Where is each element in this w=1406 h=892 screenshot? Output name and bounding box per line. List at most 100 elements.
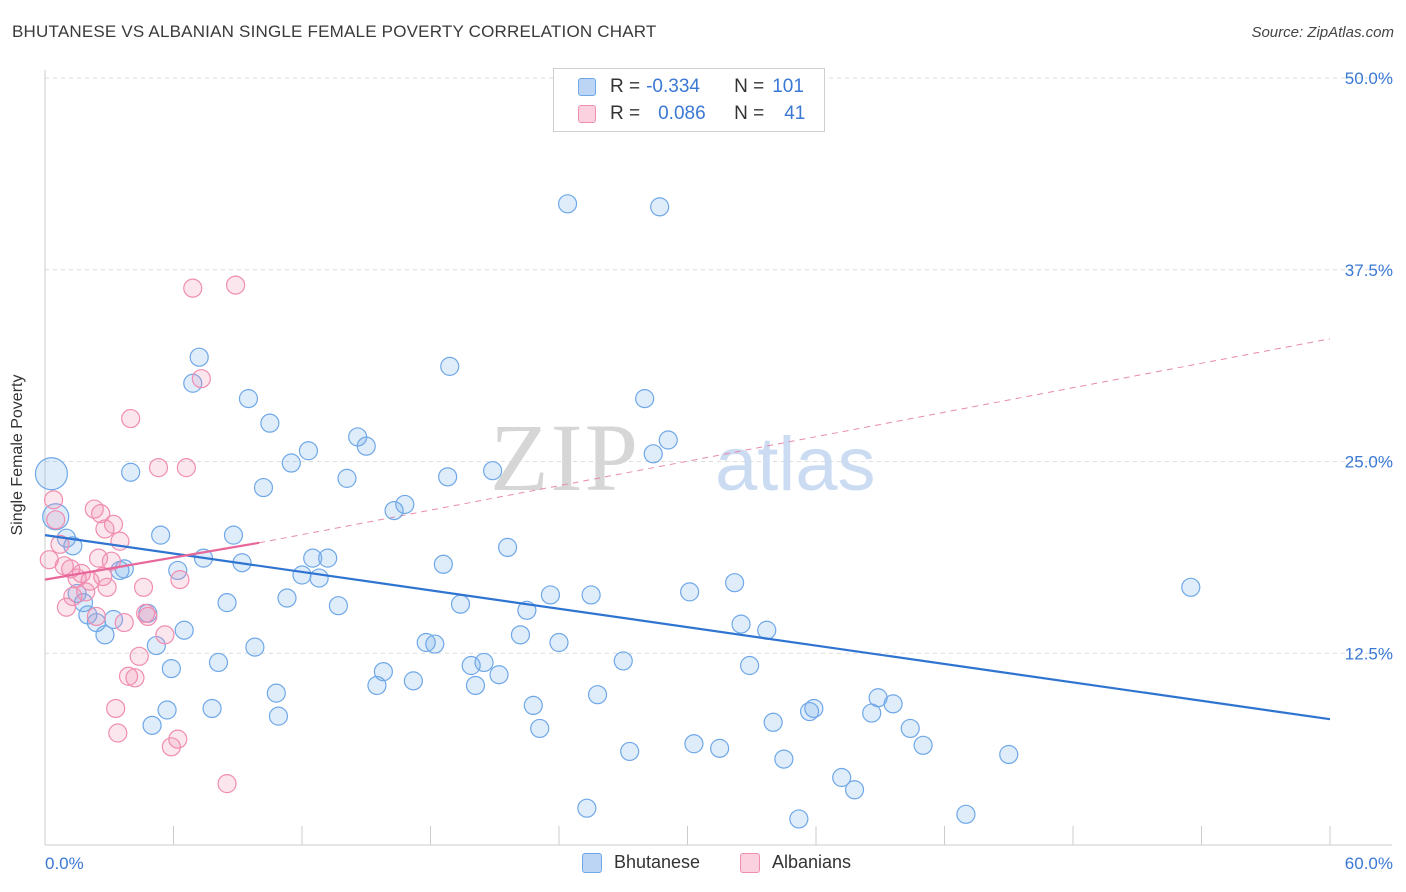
y-tick-label: 12.5% [1345,644,1393,663]
albanians-point [95,519,115,539]
bhutanese-point [189,347,209,367]
albanians-point [226,275,246,295]
bhutanese-point [202,698,222,719]
bhutanese-point [425,634,445,654]
bhutanese-point [277,588,297,608]
albanians-trend-extension [259,338,1331,544]
x-tick-label: 0.0% [45,854,84,873]
bhutanese-point [804,698,824,719]
bhutanese-point [549,632,569,653]
albanians-point [121,408,141,429]
albanians-point [50,534,70,554]
bhutanese-point [489,665,509,685]
bhutanese-point [684,734,704,754]
legend-swatch-albanians [578,105,596,123]
bhutanese-point [440,356,460,376]
albanians-point [168,729,188,749]
bhutanese-point [223,525,244,545]
bhutanese-point [238,389,259,409]
bhutanese-point [328,596,349,616]
bhutanese-point [658,430,678,450]
bhutanese-point [309,568,329,588]
bottom-legend-bhutanese: Bhutanese [582,852,700,873]
bhutanese-point [587,685,608,705]
bhutanese-point [266,683,286,703]
legend-r-key: R = [610,103,641,124]
albanians-point [93,566,113,587]
albanians-point [63,586,83,607]
bhutanese-point [292,565,312,585]
bhutanese-point [523,695,543,716]
albanians-trend-line [44,541,260,581]
bhutanese-point [620,741,640,762]
bhutanese-point [725,573,745,593]
y-tick-label: 50.0% [1345,69,1393,88]
bhutanese-point [95,625,115,645]
albanians-point [125,668,145,688]
bhutanese-point [635,389,655,409]
bhutanese-point [832,767,852,788]
albanians-point [176,458,196,478]
legend-n-value: 101 [772,76,804,97]
albanians-point [118,666,139,686]
watermark-atlas: atlas [715,422,876,507]
albanians-point [161,737,181,757]
watermark-zip: ZIP [490,404,640,511]
trend-lines [259,338,1331,544]
albanians-point [148,458,169,478]
bhutanese-point [438,467,458,487]
albanians-point [136,603,156,623]
bhutanese-point [42,503,70,531]
bhutanese-point [161,658,181,679]
albanians-point [56,597,77,617]
legend-n-value: 41 [784,103,806,124]
bhutanese-point [151,525,171,545]
bhutanese-point [577,798,597,818]
albanians-point [46,510,66,530]
bottom-legend-label: Albanians [772,852,852,872]
bhutanese-point [183,373,203,393]
bhutanese-point [34,457,69,491]
bhutanese-point [510,625,531,645]
bhutanese-point [303,548,323,568]
watermark: ZIP atlas [490,404,876,511]
albanians-point [170,570,190,590]
bottom-swatch-bhutanese [582,852,602,873]
bhutanese-point [395,494,415,515]
chart-source: Source: ZipAtlas.com [1251,24,1394,41]
albanians-point [97,577,117,597]
bhutanese-point [774,749,794,769]
bhutanese-point [710,738,730,758]
bhutanese-point [217,593,237,613]
bhutanese-point [268,706,289,726]
bhutanese-point [253,477,274,498]
bhutanese-point [450,594,471,614]
bhutanese-point [956,804,976,824]
bhutanese-point [281,453,301,473]
bottom-swatch-albanians [740,852,760,873]
bhutanese-point [174,620,194,640]
albanians-point [76,582,96,602]
bhutanese-point [373,662,393,682]
bhutanese-point [337,468,357,488]
legend-n-key: N = [734,103,765,124]
albanians-point [183,278,203,298]
legend-n-key: N = [734,76,765,97]
bhutanese-point [680,582,700,602]
albanians-point [155,625,175,645]
correlation-legend: R = -0.334 N = 101 R = 0.086 N = 41 [553,68,825,132]
bhutanese-point [900,718,920,739]
albanians-point [129,646,149,666]
bhutanese-point [731,614,751,634]
albanians-point [217,774,237,794]
bhutanese-point [208,652,229,673]
bhutanese-point [883,694,903,714]
albanians-point [86,606,107,627]
tick-labels: 12.5% 25.0% 37.5% 50.0% 0.0% 60.0% [45,69,1393,873]
bhutanese-point [474,652,494,673]
bhutanese-trend-line [44,534,1331,721]
legend-r-value: -0.334 [646,76,700,97]
bhutanese-point [245,637,265,657]
bottom-legend-label: Bhutanese [614,852,701,872]
